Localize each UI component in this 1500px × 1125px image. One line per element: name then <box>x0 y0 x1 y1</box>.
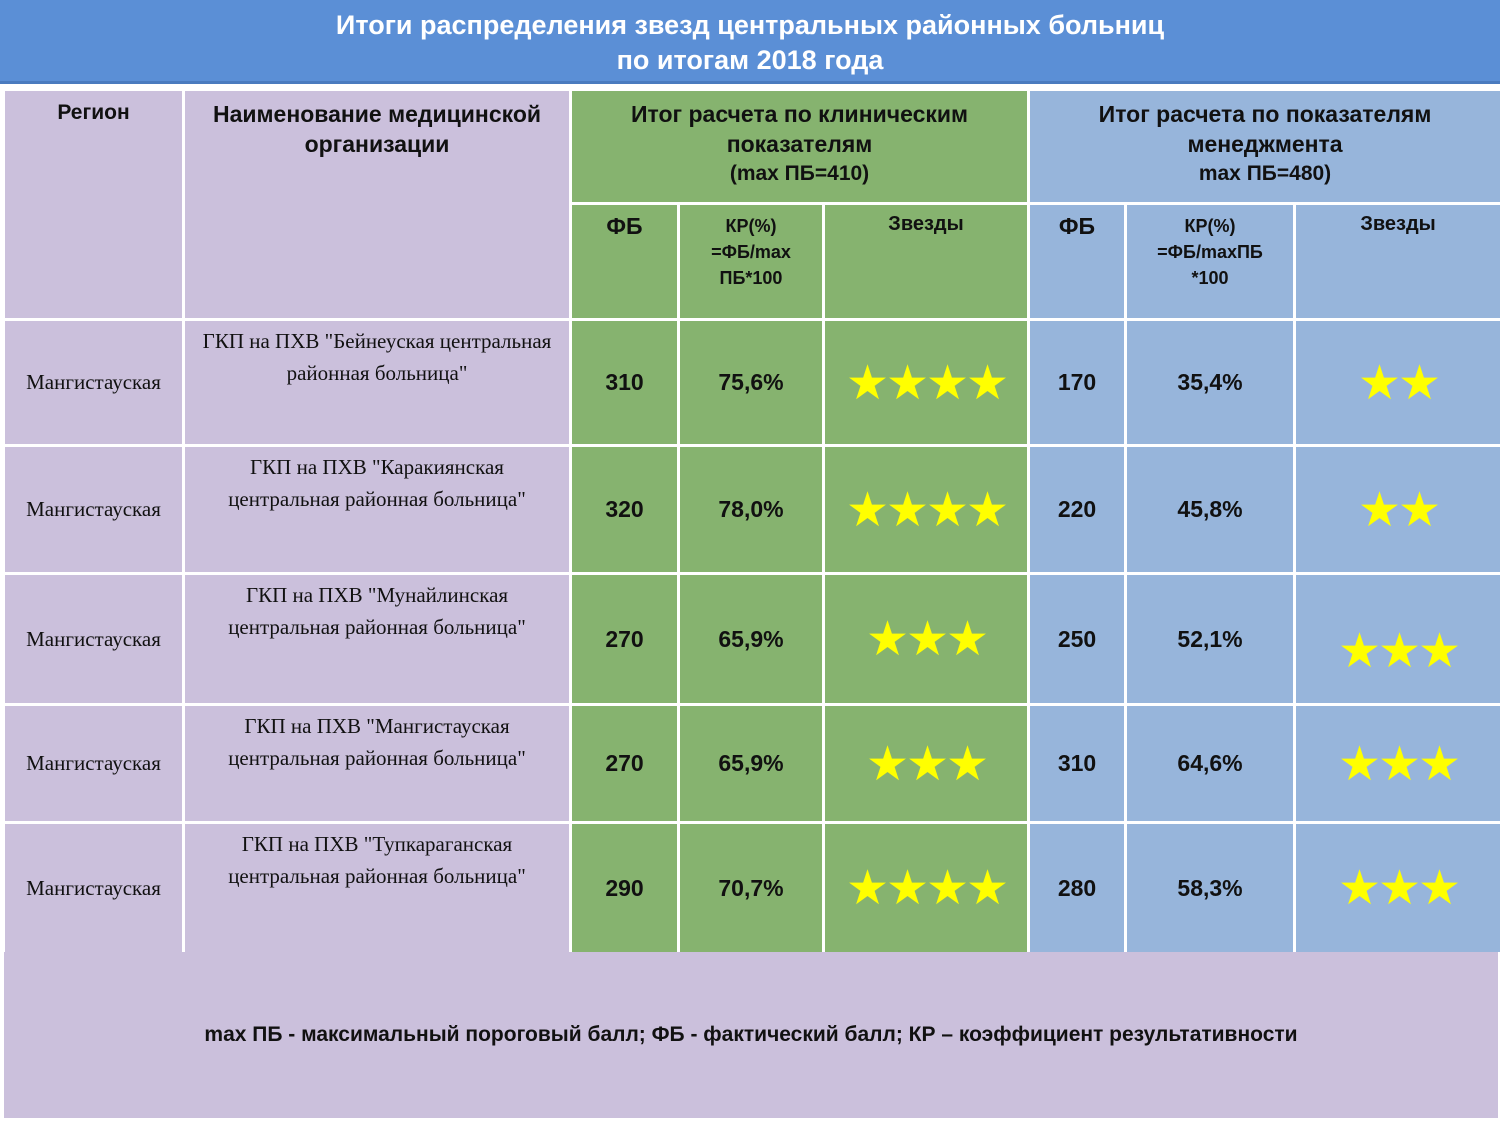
organization-cell: ГКП на ПХВ "Тупкараганская центральная ра… <box>182 821 572 955</box>
header-clinical-kr: КР(%) =ФБ/max ПБ*100 <box>677 202 825 321</box>
header-mgmt-kr-line-1: КР(%) <box>1184 216 1236 236</box>
header-clinical-line-1: Итог расчета по клиническим <box>630 101 969 127</box>
star-icon: ★★★★ <box>845 481 1009 538</box>
star-icon: ★★ <box>1357 354 1441 411</box>
header-organization: Наименование медицинской организации <box>182 88 572 321</box>
header-mgmt-line-2: менеджмента <box>1187 131 1343 157</box>
mgmt-fb-cell: 310 <box>1027 703 1128 824</box>
clinical-fb-cell: 270 <box>569 572 680 706</box>
clinical-fb-cell: 320 <box>569 444 680 575</box>
org-line-2: центральная районная больница" <box>228 864 526 888</box>
org-line-1: ГКП на ПХВ "Мангистауская <box>244 714 510 738</box>
header-clinical-fb: ФБ <box>569 202 680 321</box>
header-clinical-stars: Звезды <box>821 202 1031 321</box>
mgmt-stars-cell: ★★★ <box>1293 572 1500 706</box>
star-icon: ★★★ <box>1337 860 1461 916</box>
header-clinical-kr-line-1: КР(%) <box>725 216 777 236</box>
organization-cell: ГКП на ПХВ "Бейнеуская центральная районн… <box>182 318 572 447</box>
clinical-kr-cell: 75,6% <box>677 318 825 447</box>
org-line-2: районная больница" <box>286 361 468 385</box>
clinical-stars-cell: ★★★ <box>821 703 1031 824</box>
clinical-kr-cell: 78,0% <box>677 444 825 575</box>
star-icon: ★★★★ <box>845 860 1009 916</box>
organization-cell: ГКП на ПХВ "Каракиянская центральная райо… <box>182 444 572 575</box>
mgmt-fb-cell: 280 <box>1027 821 1128 955</box>
mgmt-stars-cell: ★★ <box>1293 444 1500 575</box>
mgmt-fb-cell: 170 <box>1027 318 1128 447</box>
table-row: Мангистауская ГКП на ПХВ "Тупкараганская… <box>2 821 1500 955</box>
organization-cell: ГКП на ПХВ "Мунайлинская центральная райо… <box>182 572 572 706</box>
star-icon: ★★★ <box>1337 735 1461 792</box>
header-mgmt-line-1: Итог расчета по показателям <box>1098 101 1432 127</box>
header-management: Итог расчета по показателям менеджмента … <box>1027 88 1500 205</box>
mgmt-stars-cell: ★★★ <box>1293 821 1500 955</box>
header-clinical-line-2: показателям <box>726 131 873 157</box>
region-cell: Мангистауская <box>2 572 185 706</box>
clinical-kr-cell: 65,9% <box>677 703 825 824</box>
clinical-fb-cell: 270 <box>569 703 680 824</box>
star-icon: ★★★ <box>865 611 989 667</box>
organization-cell: ГКП на ПХВ "Мангистауская центральная рай… <box>182 703 572 824</box>
clinical-stars-cell: ★★★★ <box>821 444 1031 575</box>
region-cell: Мангистауская <box>2 821 185 955</box>
header-row-1: Регион Наименование медицинской организа… <box>2 88 1500 321</box>
header-clinical-kr-line-3: ПБ*100 <box>719 268 783 288</box>
mgmt-stars-cell: ★★★ <box>1293 703 1500 824</box>
clinical-fb-cell: 290 <box>569 821 680 955</box>
org-line-2: центральная районная больница" <box>228 746 526 770</box>
region-cell: Мангистауская <box>2 444 185 575</box>
header-clinical-max: (max ПБ=410) <box>729 162 870 185</box>
table-row: Мангистауская ГКП на ПХВ "Мангистауская ц… <box>2 703 1500 824</box>
mgmt-kr-cell: 64,6% <box>1124 703 1297 824</box>
header-org-line-2: организации <box>304 131 450 157</box>
mgmt-stars-cell: ★★ <box>1293 318 1500 447</box>
header-mgmt-max: max ПБ=480) <box>1198 162 1332 185</box>
org-line-1: ГКП на ПХВ "Тупкараганская <box>241 832 513 856</box>
title-line-1: Итоги распределения звезд центральных ра… <box>335 10 1165 40</box>
table-row: Мангистауская ГКП на ПХВ "Бейнеуская цен… <box>2 318 1500 447</box>
clinical-stars-cell: ★★★★ <box>821 821 1031 955</box>
star-icon: ★★★★ <box>845 354 1009 411</box>
table-row: Мангистауская ГКП на ПХВ "Мунайлинская це… <box>2 572 1500 706</box>
org-line-2: центральная районная больница" <box>228 487 526 511</box>
header-clinical: Итог расчета по клиническим показателям … <box>568 88 1031 205</box>
star-icon: ★★★ <box>865 735 989 792</box>
header-clinical-kr-line-2: =ФБ/max <box>711 242 791 262</box>
star-distribution-table: Регион Наименование медицинской организа… <box>2 88 1500 955</box>
mgmt-fb-cell: 220 <box>1027 444 1128 575</box>
header-mgmt-stars: Звезды <box>1293 202 1500 321</box>
header-mgmt-kr-line-3: *100 <box>1191 268 1229 288</box>
org-line-1: ГКП на ПХВ "Каракиянская <box>250 455 504 479</box>
mgmt-kr-cell: 52,1% <box>1124 572 1297 706</box>
header-org-line-1: Наименование медицинской <box>212 101 542 127</box>
header-mgmt-kr-line-2: =ФБ/maxПБ <box>1157 242 1263 262</box>
star-icon: ★★ <box>1357 481 1441 538</box>
region-cell: Мангистауская <box>2 703 185 824</box>
header-mgmt-fb: ФБ <box>1027 202 1128 321</box>
header-row-2: ФБ КР(%) =ФБ/max ПБ*100 Звезды ФБ КР(%) … <box>4 202 1500 321</box>
region-cell: Мангистауская <box>2 318 185 447</box>
title-line-2: по итогам 2018 года <box>616 45 884 75</box>
table-row: Мангистауская ГКП на ПХВ "Каракиянская це… <box>2 444 1500 575</box>
header-mgmt-kr: КР(%) =ФБ/maxПБ *100 <box>1124 202 1297 321</box>
org-line-2: центральная районная больница" <box>228 615 526 639</box>
clinical-stars-cell: ★★★ <box>821 572 1031 706</box>
clinical-stars-cell: ★★★★ <box>821 318 1031 447</box>
mgmt-kr-cell: 35,4% <box>1124 318 1297 447</box>
mgmt-fb-cell: 250 <box>1027 572 1128 706</box>
mgmt-kr-cell: 45,8% <box>1124 444 1297 575</box>
org-line-1: ГКП на ПХВ "Бейнеуская центральная <box>202 329 552 353</box>
org-line-1: ГКП на ПХВ "Мунайлинская <box>245 583 509 607</box>
legend-footnote: max ПБ - максимальный пороговый балл; ФБ… <box>4 952 1498 1118</box>
header-region: Регион <box>2 88 185 321</box>
star-icon: ★★★ <box>1337 623 1461 679</box>
clinical-kr-cell: 70,7% <box>677 821 825 955</box>
clinical-fb-cell: 310 <box>569 318 680 447</box>
clinical-kr-cell: 65,9% <box>677 572 825 706</box>
page-title: Итоги распределения звезд центральных ра… <box>0 0 1500 84</box>
mgmt-kr-cell: 58,3% <box>1124 821 1297 955</box>
